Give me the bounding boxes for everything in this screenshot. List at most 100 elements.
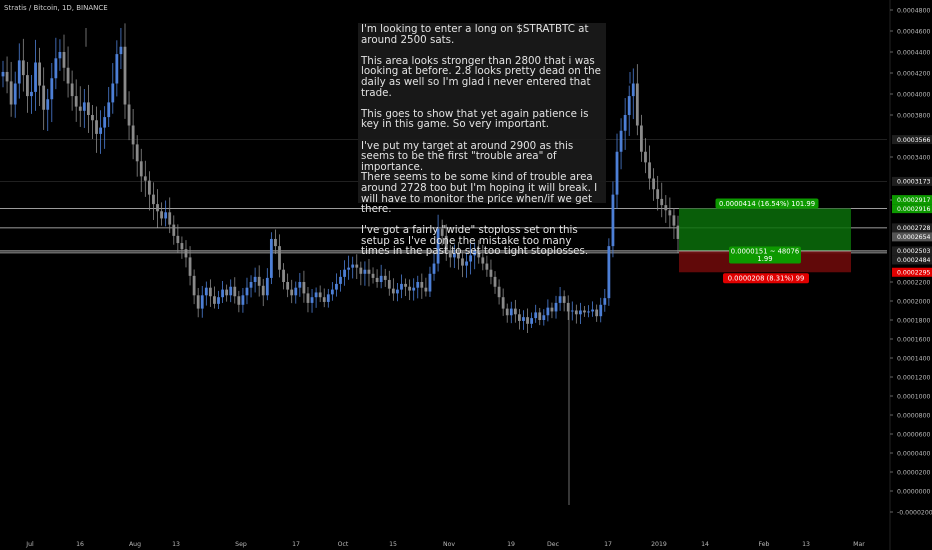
- candle-body: [635, 83, 639, 126]
- time-axis: Jul 16 Aug 13 Sep 17 Oct 15 Nov 19 Dec 17 2019 14 Feb 1…: [25, 541, 865, 548]
- price-label-text: 0.0002728: [897, 225, 931, 232]
- candle-body: [261, 285, 265, 296]
- y-tick-label: 0.0002200: [897, 280, 931, 287]
- candle-body: [644, 151, 647, 163]
- candle-body: [339, 276, 342, 284]
- y-tick-label: -0.0000200: [897, 510, 932, 517]
- candle-body: [546, 307, 550, 316]
- candle-body: [54, 58, 58, 79]
- candle-body: [58, 52, 62, 59]
- candle-body: [603, 298, 607, 305]
- candle-body: [123, 46, 127, 105]
- price-labels: 0.0003566 0.0003173 0.0002916 0.0002917 0.00…: [892, 135, 932, 277]
- candle-body: [420, 282, 424, 288]
- candle-body: [135, 144, 139, 162]
- candle-body: [432, 263, 436, 274]
- candle-body: [225, 289, 229, 296]
- y-tick-label: 0.0004400: [897, 50, 931, 57]
- candle-body: [229, 286, 233, 296]
- long-position-tool[interactable]: 0.0000414 (16.54%) 101.99 0.0000151 ~ 480…: [679, 198, 851, 284]
- candle-body: [139, 161, 143, 177]
- candle-body: [534, 312, 538, 319]
- x-tick-label: 13: [802, 541, 810, 548]
- price-label: 0.0002503: [892, 246, 932, 256]
- candle-body: [444, 235, 448, 252]
- candles: [1, 23, 680, 505]
- candle-body: [648, 162, 651, 179]
- candle-body: [440, 228, 444, 236]
- price-label-bg: [892, 223, 932, 233]
- price-label-bg: [892, 232, 932, 242]
- candle-body: [99, 127, 102, 134]
- candle-body: [538, 312, 542, 320]
- y-tick-label: 0.0000600: [897, 432, 931, 439]
- candle-body: [379, 275, 383, 282]
- candle-body: [513, 308, 517, 315]
- candle-body: [30, 91, 33, 97]
- candle-body: [501, 297, 505, 309]
- x-tick-label: 2019: [651, 541, 667, 548]
- candle-body: [611, 194, 615, 247]
- candle-body: [387, 279, 391, 289]
- x-tick-label: Nov: [443, 541, 455, 548]
- candle-body: [436, 228, 440, 264]
- risk-reward-label-bg: [729, 246, 801, 264]
- candle-body: [213, 296, 216, 304]
- candle-body: [656, 189, 660, 199]
- text-note[interactable]: I'm looking to enter a long on $STRATBTC…: [358, 23, 606, 257]
- candle-body: [290, 289, 294, 296]
- candle-body: [269, 238, 273, 278]
- candle-body: [50, 78, 54, 100]
- risk-reward-label-text: 0.0000151 ~ 48076: [731, 248, 799, 256]
- candle-body: [526, 317, 529, 324]
- candle-body: [676, 225, 680, 239]
- candle-body: [623, 115, 627, 131]
- candle-body: [46, 99, 50, 110]
- target-label: 0.0000414 (16.54%) 101.99: [715, 198, 819, 209]
- candle-body: [619, 130, 623, 152]
- x-tick-label: 19: [507, 541, 515, 548]
- y-tick-label: 0.0004600: [897, 29, 931, 36]
- candle-body: [86, 102, 90, 115]
- candle-body: [208, 287, 212, 297]
- candle-body: [274, 238, 277, 247]
- candle-body: [640, 125, 643, 152]
- candle-body: [21, 60, 25, 76]
- y-tick-label: 0.0004800: [897, 8, 931, 15]
- stop-label-text: 0.0000208 (8.31%) 99: [728, 275, 805, 283]
- y-tick-label: 0.0003800: [897, 113, 931, 120]
- candle-body: [70, 83, 74, 97]
- candle-body: [574, 310, 578, 315]
- candle-body: [554, 302, 558, 312]
- candle-body: [530, 318, 534, 324]
- candle-body: [367, 269, 371, 274]
- candle-body: [302, 282, 306, 294]
- candle-body: [542, 315, 546, 320]
- candle-body: [127, 104, 131, 126]
- price-label: 0.0002916: [892, 204, 932, 214]
- note-paragraph: I'm looking to enter a long on $STRATBTC…: [361, 23, 589, 46]
- price-label: 0.0002917: [892, 195, 932, 205]
- candle-body: [570, 310, 574, 312]
- candle-body: [322, 297, 326, 302]
- candle-body: [412, 287, 416, 291]
- candle-body: [607, 246, 611, 299]
- candle-body: [522, 317, 525, 321]
- candle-body: [314, 292, 318, 298]
- candle-body: [17, 60, 21, 84]
- candle-body: [579, 310, 582, 315]
- price-label-text: 0.0002916: [897, 206, 931, 213]
- candle-body: [391, 288, 395, 294]
- candle-body: [587, 311, 590, 313]
- price-label: 0.0002728: [892, 223, 932, 233]
- candle-body: [278, 246, 281, 270]
- candle-body: [550, 307, 554, 312]
- candle-body: [152, 194, 155, 205]
- y-tick-label: 0.0001400: [897, 356, 931, 363]
- candle-body: [306, 293, 310, 303]
- candle-body: [591, 309, 595, 312]
- price-label-text: 0.0002917: [897, 197, 931, 204]
- price-label-bg: [892, 135, 932, 145]
- price-label-bg: [892, 246, 932, 256]
